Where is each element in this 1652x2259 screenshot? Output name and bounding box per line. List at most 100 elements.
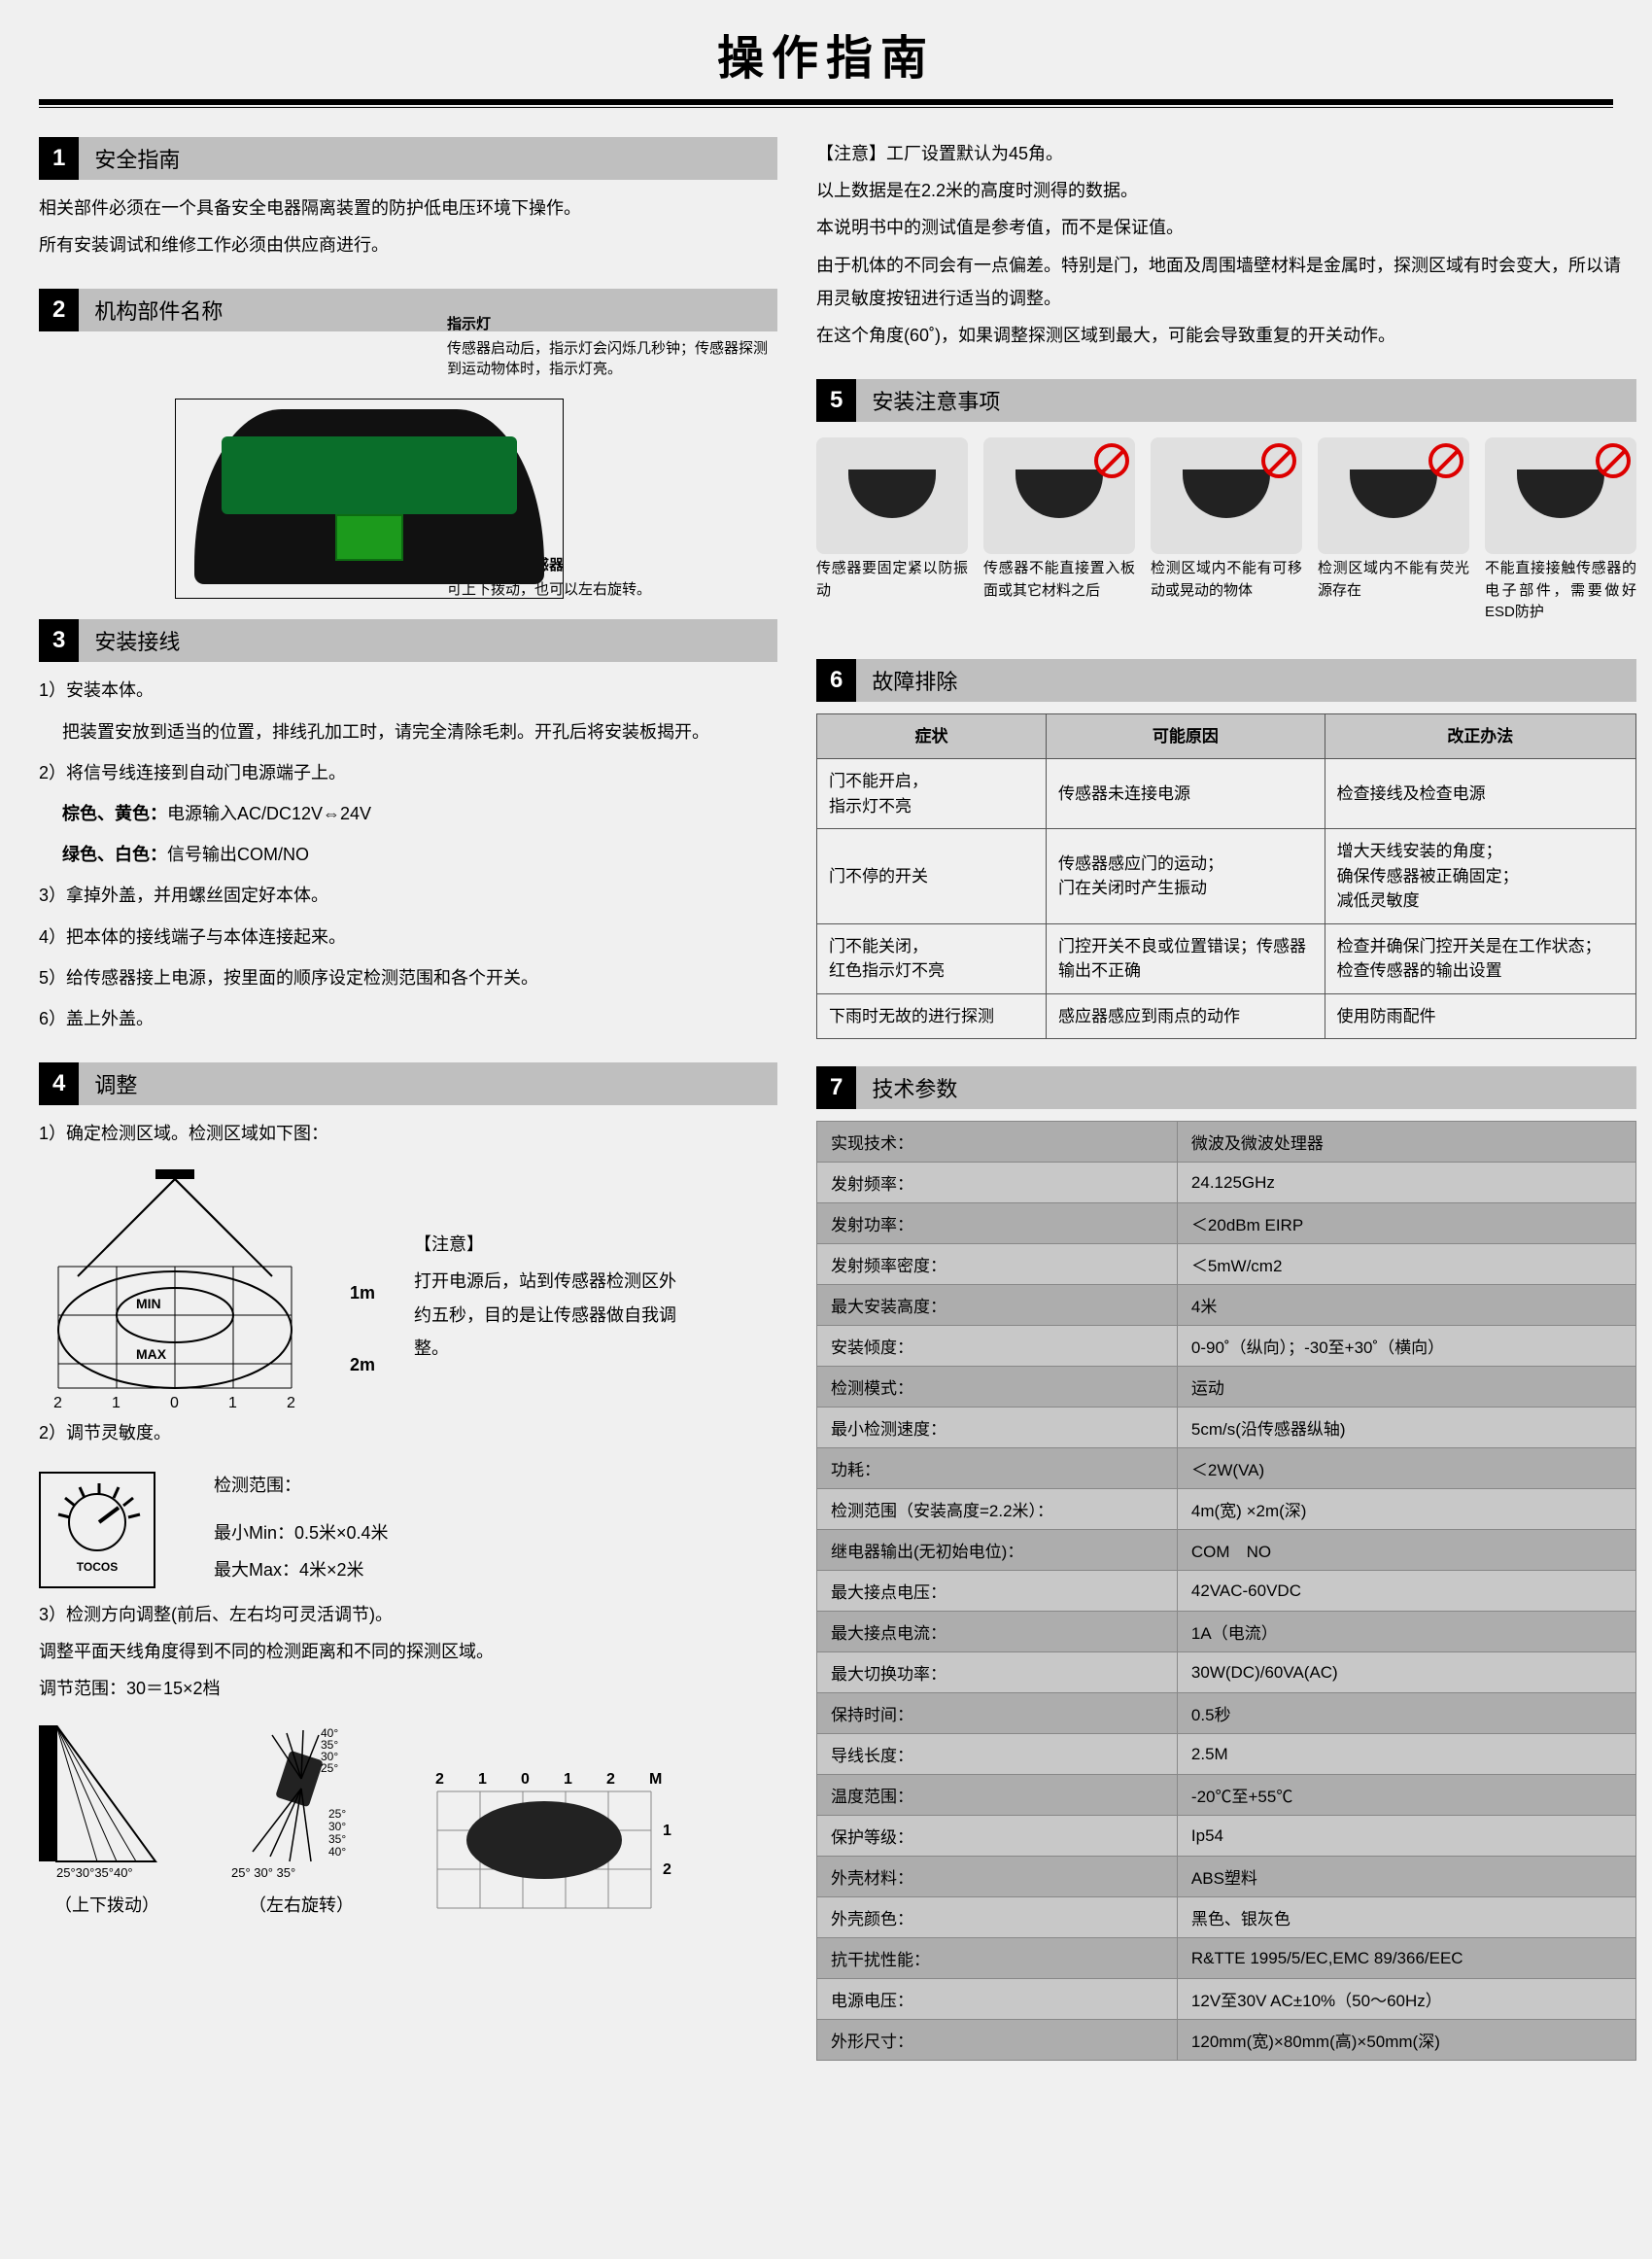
install-caution-text: 传感器不能直接置入板面或其它材料之后 <box>983 558 1135 602</box>
table-row: 继电器输出(无初始电位)：COM NO <box>817 1530 1636 1571</box>
adjust-3-l1: 3）检测方向调整(前后、左右均可灵活调节)。 <box>39 1598 777 1631</box>
spec-cell: ABS塑料 <box>1177 1857 1635 1897</box>
safety-p2: 所有安装调试和维修工作必须由供应商进行。 <box>39 228 777 261</box>
spec-cell: 电源电压： <box>817 1979 1178 2020</box>
detection-zone-diagram: MIN MAX 2 1 0 1 2 <box>39 1169 311 1412</box>
svg-text:0: 0 <box>170 1395 179 1411</box>
svg-text:25°: 25° <box>328 1807 346 1821</box>
spec-cell: 检测模式： <box>817 1367 1178 1408</box>
spec-cell: 温度范围： <box>817 1775 1178 1816</box>
right-top-notes: 【注意】工厂设置默认为45角。 以上数据是在2.2米的高度时测得的数据。 本说明… <box>816 137 1636 352</box>
table-row: 功耗：＜2W(VA) <box>817 1448 1636 1489</box>
svg-text:1: 1 <box>663 1823 671 1839</box>
title-rule-heavy <box>39 99 1613 105</box>
spec-cell: 2.5M <box>1177 1734 1635 1775</box>
wiring-2: 2）将信号线连接到自动门电源端子上。 <box>39 756 777 789</box>
install-caution-text: 检测区域内不能有可移动或晃动的物体 <box>1151 558 1302 602</box>
svg-text:1: 1 <box>112 1395 120 1411</box>
table-row: 最大安装高度：4米 <box>817 1285 1636 1326</box>
ts-cell: 传感器感应门的运动； 门在关闭时产生振动 <box>1047 829 1325 924</box>
section-7-num: 7 <box>816 1066 856 1109</box>
spec-cell: 最大切换功率： <box>817 1652 1178 1693</box>
spec-cell: 继电器输出(无初始电位)： <box>817 1530 1178 1571</box>
ts-cell: 下雨时无故的进行探测 <box>817 993 1047 1039</box>
section-6-title: 故障排除 <box>856 659 1636 702</box>
spec-cell: 安装倾度： <box>817 1326 1178 1367</box>
forbid-icon <box>1094 443 1129 478</box>
section-4-title: 调整 <box>79 1062 777 1105</box>
table-row: 发射功率：＜20dBm EIRP <box>817 1203 1636 1244</box>
ts-cell: 使用防雨配件 <box>1325 993 1635 1039</box>
detect-note: 【注意】 打开电源后，站到传感器检测区外约五秒，目的是让传感器做自我调整。 <box>414 1169 686 1369</box>
angle-cap1: （上下拨动） <box>39 1889 175 1922</box>
install-caution-icon <box>1318 437 1469 554</box>
detect-range-text: 检测范围： 最小Min：0.5米×0.4米 最大Max：4米×2米 <box>214 1469 389 1590</box>
note-n3: 本说明书中的测试值是参考值，而不是保证值。 <box>816 211 1636 244</box>
section-3-header: 3 安装接线 <box>39 619 777 662</box>
spec-cell: 实现技术： <box>817 1122 1178 1163</box>
title-rule-thin <box>39 107 1613 108</box>
svg-text:2: 2 <box>606 1771 615 1788</box>
spec-cell: 42VAC-60VDC <box>1177 1571 1635 1612</box>
ts-cell: 门控开关不良或位置错误；传感器输出不正确 <box>1047 923 1325 993</box>
svg-text:1: 1 <box>228 1395 237 1411</box>
ts-header: 可能原因 <box>1047 713 1325 759</box>
section-1-num: 1 <box>39 137 79 180</box>
section-4-header: 4 调整 <box>39 1062 777 1105</box>
spec-cell: 微波及微波处理器 <box>1177 1122 1635 1163</box>
section-5-num: 5 <box>816 379 856 422</box>
component-diagram-wrap: 指示灯 传感器启动后，指示灯会闪烁几秒钟；传感器探测到运动物体时，指示灯亮。 J… <box>39 314 777 600</box>
spec-cell: 0-90˚（纵向）；-30至+30˚（横向） <box>1177 1326 1635 1367</box>
wiring-6: 6）盖上外盖。 <box>39 1002 777 1035</box>
table-row: 检测范围（安装高度=2.2米）：4m(宽) ×2m(深) <box>817 1489 1636 1530</box>
wiring-4: 4）把本体的接线端子与本体连接起来。 <box>39 921 777 954</box>
svg-text:1: 1 <box>564 1771 572 1788</box>
section-1-title: 安全指南 <box>79 137 777 180</box>
spec-cell: 12V至30V AC±10%（50～60Hz） <box>1177 1979 1635 2020</box>
spec-cell: 最大接点电流： <box>817 1612 1178 1652</box>
wiring-1: 1）安装本体。 <box>39 674 777 707</box>
adjust-3-l2: 调整平面天线角度得到不同的检测距离和不同的探测区域。 <box>39 1635 777 1668</box>
install-caution-text: 传感器要固定紧以防振动 <box>816 558 968 602</box>
angle-fig-updown: 25°30°35°40° （上下拨动） <box>39 1725 175 1926</box>
ts-cell: 传感器未连接电源 <box>1047 759 1325 829</box>
spec-cell: 1A（电流） <box>1177 1612 1635 1652</box>
table-row: 保护等级：Ip54 <box>817 1816 1636 1857</box>
svg-text:1: 1 <box>478 1771 487 1788</box>
note-n5: 在这个角度(60˚)，如果调整探测区域到最大，可能会导致重复的开关动作。 <box>816 319 1636 352</box>
spec-cell: 功耗： <box>817 1448 1178 1489</box>
forbid-icon <box>1596 443 1631 478</box>
table-row: 保持时间：0.5秒 <box>817 1693 1636 1734</box>
table-row: 导线长度：2.5M <box>817 1734 1636 1775</box>
page-title: 操作指南 <box>39 19 1613 87</box>
spec-cell: 保持时间： <box>817 1693 1178 1734</box>
note-head: 【注意】 <box>414 1228 686 1261</box>
spec-cell: 24.125GHz <box>1177 1163 1635 1203</box>
indicator-desc: 传感器启动后，指示灯会闪烁几秒钟；传感器探测到运动物体时，指示灯亮。 <box>447 338 777 379</box>
right-column: 【注意】工厂设置默认为45角。 以上数据是在2.2米的高度时测得的数据。 本说明… <box>816 137 1636 2061</box>
spec-cell: -20℃至+55℃ <box>1177 1775 1635 1816</box>
table-row: 实现技术：微波及微波处理器 <box>817 1122 1636 1163</box>
table-row: 最大切换功率：30W(DC)/60VA(AC) <box>817 1652 1636 1693</box>
svg-text:35°: 35° <box>328 1832 346 1846</box>
spec-cell: 抗干扰性能： <box>817 1938 1178 1979</box>
svg-text:2: 2 <box>435 1771 444 1788</box>
table-row: 电源电压：12V至30V AC±10%（50～60Hz） <box>817 1979 1636 2020</box>
note-n4: 由于机体的不同会有一点偏差。特别是门，地面及周围墙壁材料是金属时，探测区域有时会… <box>816 249 1636 315</box>
ts-cell: 感应器感应到雨点的动作 <box>1047 993 1325 1039</box>
device-photo-box <box>175 399 564 599</box>
table-row: 最大接点电压：42VAC-60VDC <box>817 1571 1636 1612</box>
table-row: 外壳材料：ABS塑料 <box>817 1857 1636 1897</box>
table-row: 门不停的开关传感器感应门的运动； 门在关闭时产生振动增大天线安装的角度； 确保传… <box>817 829 1636 924</box>
spec-cell: 保护等级： <box>817 1816 1178 1857</box>
spec-cell: 发射频率： <box>817 1163 1178 1203</box>
ts-cell: 增大天线安装的角度； 确保传感器被正确固定； 减低灵敏度 <box>1325 829 1635 924</box>
ts-cell: 检查接线及检查电源 <box>1325 759 1635 829</box>
spec-cell: 黑色、银灰色 <box>1177 1897 1635 1938</box>
wiring-2a: 棕色、黄色：电源输入AC/DC12V⇔24V <box>39 797 777 830</box>
detect-scale-labels: 1m 2m <box>350 1169 375 1385</box>
ts-cell: 门不能关闭， 红色指示灯不亮 <box>817 923 1047 993</box>
install-cautions: 传感器要固定紧以防振动传感器不能直接置入板面或其它材料之后检测区域内不能有可移动… <box>816 437 1636 632</box>
svg-text:2: 2 <box>663 1861 671 1878</box>
troubleshoot-table: 症状可能原因改正办法 门不能开启， 指示灯不亮传感器未连接电源检查接线及检查电源… <box>816 713 1636 1040</box>
